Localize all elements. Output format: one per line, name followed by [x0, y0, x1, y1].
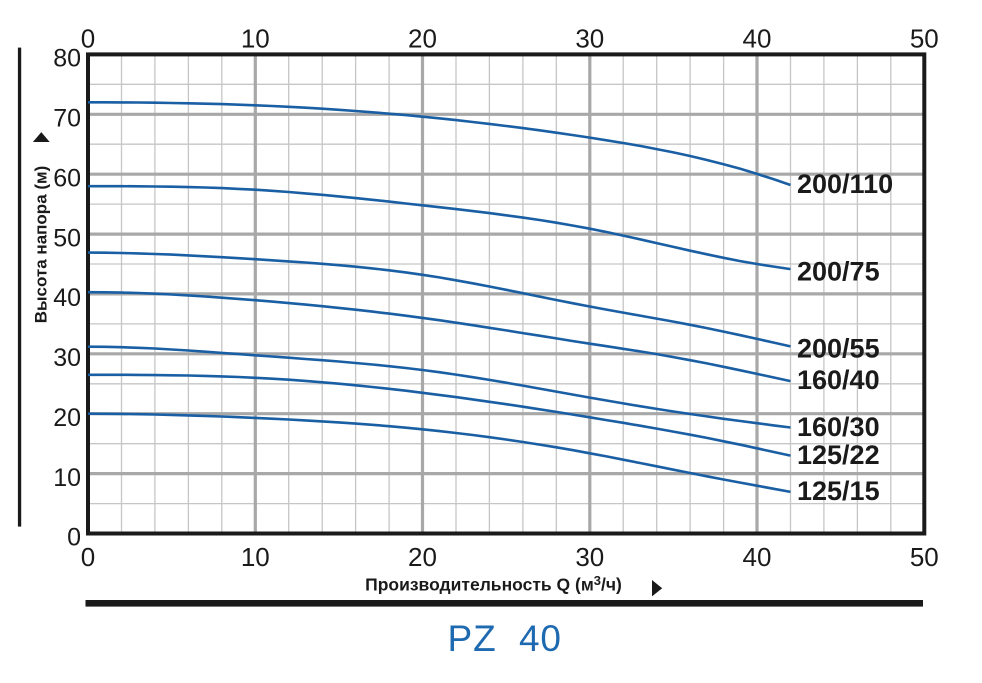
svg-text:50: 50 [910, 24, 939, 54]
svg-text:10: 10 [241, 24, 270, 54]
svg-text:20: 20 [408, 542, 437, 572]
svg-text:160/40: 160/40 [797, 365, 880, 395]
svg-text:160/30: 160/30 [797, 412, 880, 442]
svg-text:125/22: 125/22 [797, 440, 880, 470]
svg-text:0: 0 [81, 542, 95, 572]
svg-text:50: 50 [910, 542, 939, 572]
svg-text:30: 30 [53, 344, 81, 372]
svg-text:40: 40 [743, 542, 772, 572]
svg-text:10: 10 [53, 464, 81, 492]
svg-text:200/110: 200/110 [797, 169, 893, 199]
svg-text:30: 30 [575, 542, 604, 572]
svg-text:10: 10 [241, 542, 270, 572]
svg-text:40: 40 [743, 24, 772, 54]
svg-text:20: 20 [408, 24, 437, 54]
svg-text:0: 0 [67, 524, 81, 552]
svg-text:200/55: 200/55 [797, 333, 880, 363]
svg-text:50: 50 [53, 224, 81, 252]
svg-text:30: 30 [575, 24, 604, 54]
svg-text:Высота напора (м): Высота напора (м) [32, 166, 51, 324]
svg-text:125/15: 125/15 [797, 476, 880, 506]
svg-text:0: 0 [81, 24, 95, 54]
svg-text:70: 70 [53, 105, 81, 133]
svg-text:20: 20 [53, 404, 81, 432]
svg-text:60: 60 [53, 164, 81, 192]
svg-text:200/75: 200/75 [797, 256, 880, 286]
svg-text:40: 40 [53, 284, 81, 312]
svg-text:Производительность Q (м3/ч): Производительность Q (м3/ч) [365, 573, 622, 595]
svg-text:PZ 40: PZ 40 [448, 618, 562, 659]
svg-text:80: 80 [53, 45, 81, 73]
